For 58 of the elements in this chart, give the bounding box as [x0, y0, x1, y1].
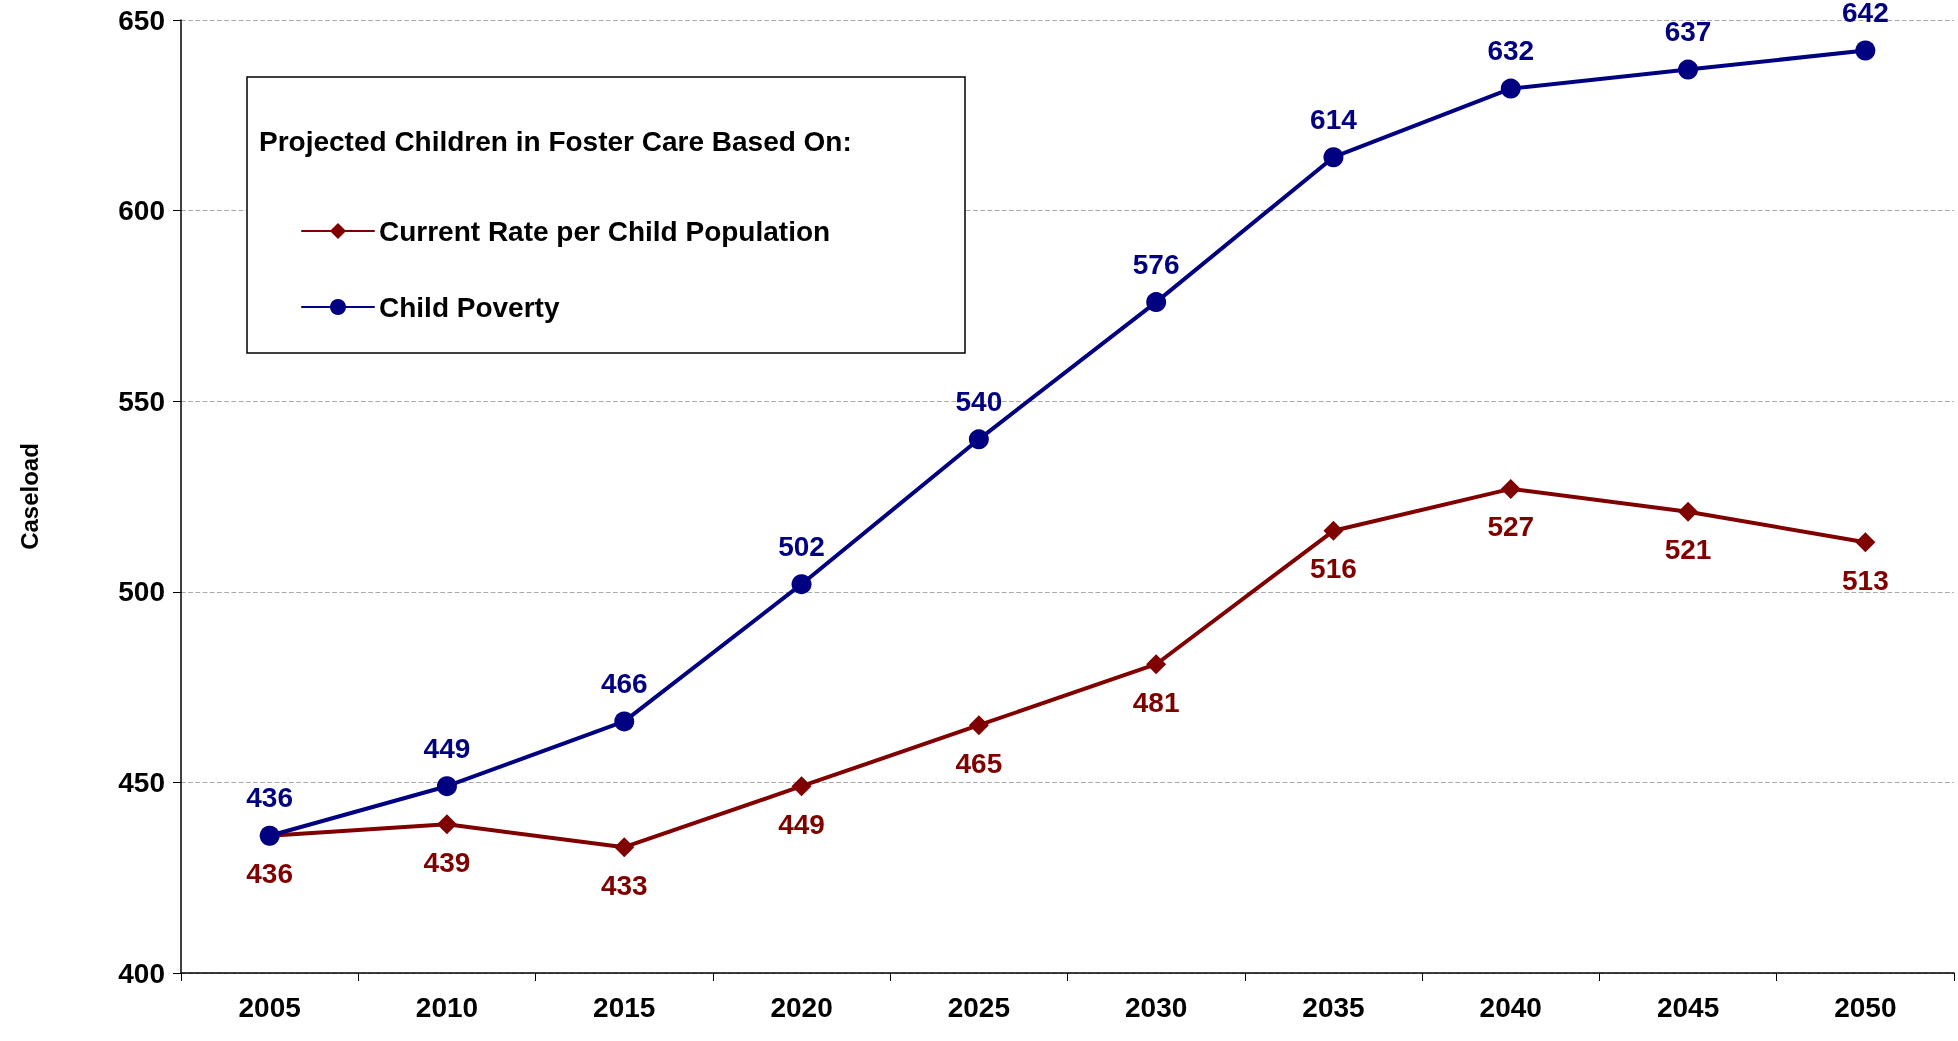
data-label: 637: [1664, 16, 1712, 48]
data-label: 632: [1487, 35, 1535, 67]
data-label: 576: [1132, 248, 1180, 280]
x-tick-label: 2020: [770, 991, 833, 1023]
x-tick-label: 2050: [1834, 991, 1897, 1023]
point: [436, 814, 457, 835]
data-label: 465: [955, 747, 1003, 779]
point: [1323, 520, 1344, 541]
point: [791, 574, 812, 595]
y-tick-label: 600: [118, 195, 165, 227]
point: [614, 837, 635, 858]
y-tick-label: 550: [118, 385, 165, 417]
point: [436, 776, 457, 797]
data-label: 436: [246, 858, 294, 890]
data-label: 527: [1487, 511, 1535, 543]
data-label: 642: [1841, 0, 1889, 28]
y-tick-label: 400: [118, 957, 165, 989]
data-label: 433: [600, 869, 648, 901]
legend-label: Current Rate per Child Population: [379, 215, 831, 247]
y-axis-title: Caseload: [15, 443, 43, 550]
x-tick-label: 2005: [238, 991, 301, 1023]
point: [968, 429, 989, 450]
point: [791, 776, 812, 797]
data-label: 513: [1841, 564, 1889, 596]
point: [1678, 59, 1699, 80]
data-label: 439: [423, 846, 471, 878]
point: [1323, 147, 1344, 168]
x-tick-label: 2010: [415, 991, 479, 1023]
x-tick-label: 2035: [1302, 991, 1365, 1023]
x-tick-label: 2045: [1656, 991, 1720, 1023]
data-label: 436: [246, 782, 294, 814]
legend-label: Child Poverty: [379, 291, 560, 323]
point: [1146, 654, 1167, 675]
data-label: 502: [778, 530, 825, 562]
data-label: 516: [1310, 553, 1357, 585]
x-tick-label: 2025: [947, 991, 1010, 1023]
x-tick-label: 2015: [593, 991, 656, 1023]
data-label: 614: [1310, 103, 1358, 135]
legend-title: Projected Children in Foster Care Based On:: [259, 125, 852, 157]
data-label: 449: [778, 808, 825, 840]
data-label: 521: [1664, 534, 1712, 566]
data-label: 481: [1132, 686, 1180, 718]
point: [1678, 501, 1699, 522]
point: [1500, 78, 1521, 99]
point: [1500, 478, 1521, 499]
point: [1855, 40, 1876, 61]
data-label: 466: [600, 667, 648, 699]
y-tick-label: 500: [118, 576, 165, 608]
point: [614, 711, 635, 732]
data-label: 540: [955, 385, 1003, 417]
y-tick-label: 450: [118, 766, 165, 798]
point: [1855, 532, 1876, 553]
point: [968, 715, 989, 736]
x-tick-label: 2030: [1125, 991, 1188, 1023]
y-tick-label: 650: [118, 4, 165, 36]
data-label: 449: [423, 732, 471, 764]
x-tick-label: 2040: [1479, 991, 1542, 1023]
point: [1146, 292, 1167, 313]
